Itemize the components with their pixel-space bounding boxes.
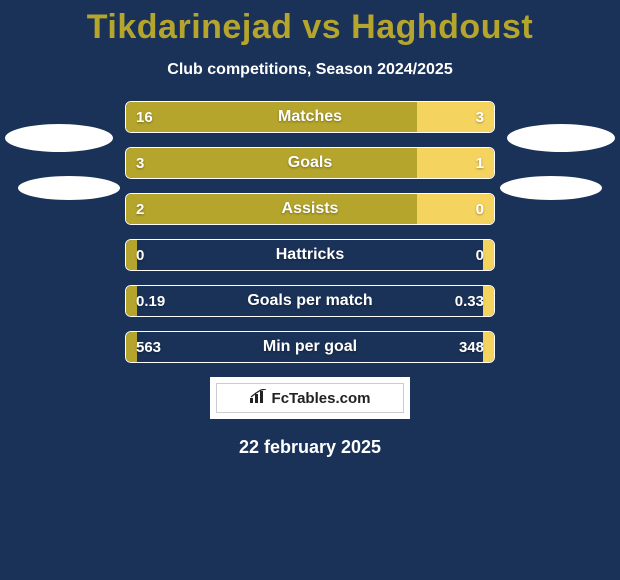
bar-value-right: 0 [476, 194, 484, 224]
bar-value-left: 16 [136, 102, 153, 132]
logo-box-inner: FcTables.com [216, 383, 404, 413]
bar-value-left: 0 [136, 240, 144, 270]
bar-label: Goals per match [126, 286, 494, 316]
page-subtitle: Club competitions, Season 2024/2025 [0, 61, 620, 79]
bar-fill-right [483, 240, 494, 270]
bar-value-right: 3 [476, 102, 484, 132]
page-title: Tikdarinejad vs Haghdoust [0, 0, 620, 47]
logo-box: FcTables.com [210, 377, 410, 419]
bar-fill-left [126, 194, 417, 224]
bar-row: 20Assists [125, 193, 495, 225]
bar-label: Min per goal [126, 332, 494, 362]
bar-value-right: 0 [476, 240, 484, 270]
bar-value-left: 3 [136, 148, 144, 178]
date-text: 22 february 2025 [0, 437, 620, 458]
bar-label: Hattricks [126, 240, 494, 270]
player-right-image-1 [507, 124, 615, 152]
bar-value-right: 0.33 [455, 286, 484, 316]
bar-fill-left [126, 148, 417, 178]
bar-row: 31Goals [125, 147, 495, 179]
fctables-icon [250, 389, 268, 408]
bar-row: 563 348Min per goal [125, 331, 495, 363]
bar-value-right: 1 [476, 148, 484, 178]
bar-fill-right [483, 332, 494, 362]
bar-fill-left [126, 102, 417, 132]
bar-value-left: 0.19 [136, 286, 165, 316]
player-left-image-1 [5, 124, 113, 152]
bar-fill-right [483, 286, 494, 316]
logo-text: FcTables.com [272, 390, 371, 407]
bar-row: 0.19 0.33Goals per match [125, 285, 495, 317]
bar-value-right: 348 [459, 332, 484, 362]
player-right-image-2 [500, 176, 602, 200]
bar-row: 163Matches [125, 101, 495, 133]
bar-row: 0 0Hattricks [125, 239, 495, 271]
bar-value-left: 563 [136, 332, 161, 362]
bar-value-left: 2 [136, 194, 144, 224]
player-left-image-2 [18, 176, 120, 200]
